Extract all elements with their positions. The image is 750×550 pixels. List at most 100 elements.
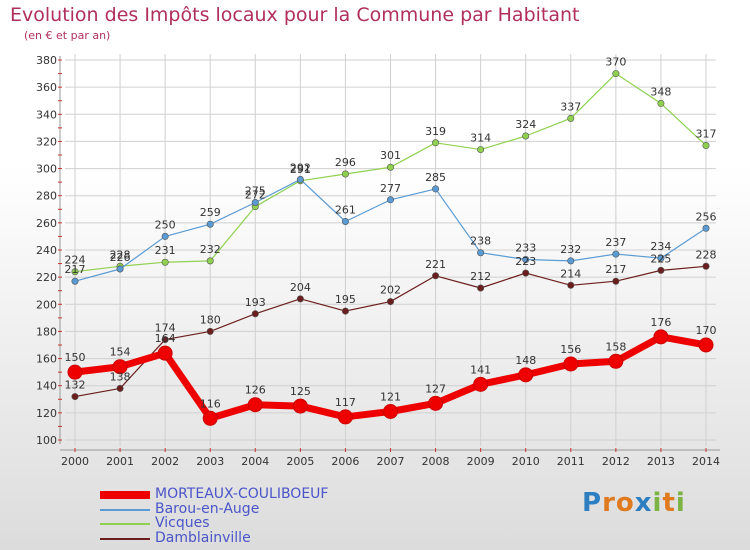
data-label: 292 [290,161,311,174]
x-tick-label: 2012 [602,455,630,468]
x-tick-label: 2014 [692,455,720,468]
data-label: 224 [65,254,86,267]
data-point [71,277,79,285]
data-label: 193 [245,296,266,309]
data-point [702,142,710,150]
series-layer [67,70,714,426]
data-label: 277 [380,182,401,195]
data-point [341,307,349,315]
data-label: 221 [425,258,446,271]
data-point [296,295,304,303]
logo-letter: t [662,488,676,518]
y-tick-label: 180 [36,325,57,338]
data-point [341,218,349,226]
data-point [71,393,79,401]
data-label: 296 [335,156,356,169]
data-label: 158 [605,340,626,353]
x-tick-label: 2007 [377,455,405,468]
x-tick-label: 2013 [647,455,675,468]
y-tick-label: 160 [36,353,57,366]
data-label: 217 [65,263,86,276]
data-label: 170 [696,324,717,337]
legend-swatch [100,491,150,499]
y-tick-label: 360 [36,81,57,94]
data-label: 275 [245,185,266,198]
data-point [657,266,665,274]
data-point [563,356,579,372]
y-tick-label: 100 [36,434,57,447]
data-label: 180 [200,313,221,326]
data-label: 231 [155,244,176,257]
data-label: 370 [605,56,626,69]
data-label: 121 [380,391,401,404]
data-point [161,232,169,240]
data-label: 232 [200,243,221,256]
data-label: 214 [560,267,581,280]
data-point [698,337,714,353]
data-point [247,397,263,413]
data-label: 132 [65,379,86,392]
data-label: 314 [470,132,491,145]
logo-letter: r [602,488,616,518]
data-point [477,284,485,292]
data-point [522,132,530,140]
data-label: 256 [696,210,717,223]
legend-swatch [100,523,150,525]
data-point [206,257,214,265]
data-point [251,310,259,318]
x-tick-label: 2005 [286,455,314,468]
data-label: 232 [560,243,581,256]
data-label: 226 [110,251,131,264]
data-point [292,398,308,414]
data-point [206,327,214,335]
data-point [116,384,124,392]
data-point [337,409,353,425]
series-damblainville [71,262,710,401]
data-point [473,376,489,392]
data-point [202,410,218,426]
x-tick-label: 2010 [512,455,540,468]
y-tick-label: 280 [36,190,57,203]
data-point [383,404,398,419]
data-point [477,249,485,257]
data-point [157,345,173,361]
data-label: 156 [560,343,581,356]
data-label: 291 [290,163,311,176]
y-tick-label: 240 [36,244,57,257]
data-label: 141 [470,363,491,376]
data-point [161,258,169,266]
data-label: 202 [380,284,401,297]
data-point [428,395,444,411]
data-point [67,364,83,380]
y-tick-label: 120 [36,407,57,420]
x-tick-label: 2011 [557,455,585,468]
y-tick-label: 380 [36,54,57,67]
data-label: 238 [470,235,491,248]
data-point [522,269,530,277]
legend-swatch [100,508,150,511]
data-point [567,281,575,289]
axes: 100 120 140 160 180 200 220 240 260 280 300 320 340 3… [36,54,720,468]
data-label: 125 [290,385,311,398]
data-point [432,272,440,280]
data-label: 164 [155,332,176,345]
x-tick-label: 2001 [106,455,134,468]
data-label: 127 [425,382,446,395]
series-barou-en-auge [71,175,710,285]
data-point [612,277,620,285]
data-point [386,196,394,204]
x-tick-label: 2006 [331,455,359,468]
data-point [702,262,710,270]
legend-swatch [100,537,150,540]
data-label: 223 [515,255,536,268]
data-point [112,359,128,375]
x-tick-label: 2008 [422,455,450,468]
legend-label: Vicques [155,515,210,531]
chart-subtitle: (en € et par an) [24,29,111,42]
y-tick-label: 200 [36,298,57,311]
logo-letter: o [615,488,635,518]
series-morteaux-couliboeuf [67,329,714,426]
data-label: 138 [110,370,131,383]
logo-letter: i [675,488,686,518]
y-tick-label: 300 [36,163,57,176]
